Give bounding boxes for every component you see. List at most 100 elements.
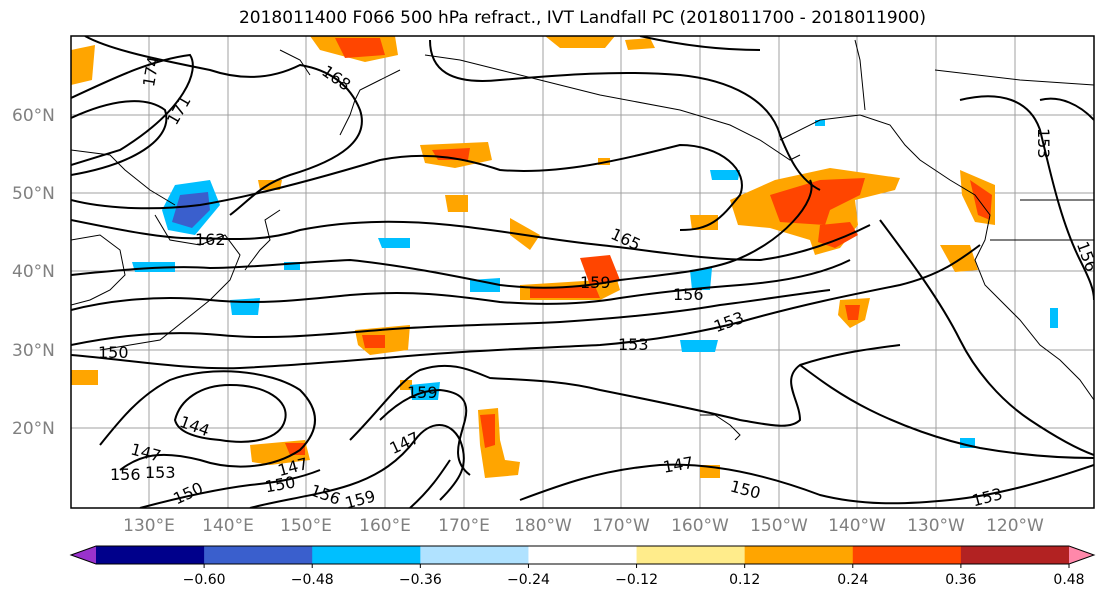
lat-label: 50°N: [12, 184, 55, 204]
colorbar-tick-label: −0.60: [183, 572, 226, 588]
contour-label: 162: [195, 230, 226, 249]
contour-line: [429, 39, 821, 191]
map-title: 2018011400 F066 500 hPa refract., IVT La…: [238, 8, 926, 28]
contour-line: [519, 463, 1094, 505]
shade-patch: [530, 286, 600, 298]
colorbar-extend-low: [71, 546, 96, 564]
lon-label: 170°E: [438, 516, 490, 536]
shade-patch: [815, 120, 825, 126]
contour-line: [349, 344, 901, 441]
contour-line: [71, 219, 871, 262]
colorbar-swatch: [204, 546, 313, 564]
colorbar-swatch: [636, 546, 746, 564]
lat-label: 40°N: [12, 262, 55, 282]
contour-label: 153: [618, 335, 649, 354]
shade-patch: [172, 192, 210, 228]
shade-patch: [1050, 308, 1058, 328]
contour-label: 153: [145, 463, 176, 482]
colorbar-swatch: [852, 546, 962, 564]
contour-label: 153: [1034, 128, 1053, 159]
shade-patch: [580, 255, 620, 285]
lon-label: 150°E: [280, 516, 332, 536]
contour-label: 153: [970, 484, 1004, 510]
contour-line: [71, 143, 743, 231]
contour-line: [84, 36, 363, 216]
colorbar-tick-label: 0.24: [837, 572, 868, 588]
lon-label: 140°W: [828, 516, 886, 536]
colorbar-swatch: [420, 546, 529, 564]
shade-patch: [770, 178, 865, 225]
contour-label: 159: [343, 486, 377, 512]
map-frame: [70, 35, 1095, 509]
contour-line: [71, 179, 813, 289]
colorbar-tick-label: −0.12: [615, 572, 658, 588]
shade-patch: [818, 222, 858, 248]
shade-patch: [480, 414, 495, 448]
colorbar-tick-label: 0.36: [945, 572, 976, 588]
latitude-labels: 60°N 50°N 40°N 30°N 20°N: [12, 106, 55, 439]
lon-label: 160°W: [671, 516, 729, 536]
contour-label: 159: [580, 273, 611, 292]
colorbar-outline: [69, 545, 1096, 565]
lat-label: 20°N: [12, 419, 55, 439]
shade-patch: [71, 370, 98, 385]
contour-line: [99, 370, 316, 471]
colorbar-tick-label: −0.36: [399, 572, 442, 588]
contour-lines: [71, 36, 1094, 508]
contour-label: 150: [98, 343, 129, 362]
colorbar-swatch: [744, 546, 854, 564]
lon-label: 140°E: [202, 516, 254, 536]
lat-label: 60°N: [12, 106, 55, 126]
contour-line: [1039, 97, 1094, 121]
contour-line: [173, 383, 287, 443]
shade-patch: [845, 305, 860, 320]
contour-line: [71, 289, 831, 346]
lon-label: 180°W: [514, 516, 572, 536]
contour-label: 159: [407, 383, 438, 402]
refractivity-shading: [71, 36, 1058, 478]
shade-patch: [335, 38, 385, 58]
contour-line: [639, 36, 761, 51]
shade-patch: [545, 36, 615, 48]
contour-line: [799, 364, 1094, 459]
contour-line: [139, 469, 321, 508]
shade-patch: [445, 195, 468, 212]
colorbar-swatch: [960, 546, 1070, 564]
contour-line: [879, 219, 1094, 456]
contour-line: [379, 388, 471, 476]
colorbar: −0.60 −0.48 −0.36 −0.24 −0.12 0.12 0.24 0.36 0.4…: [69, 545, 1096, 588]
contour-line: [71, 259, 851, 311]
contour-label: 156: [673, 285, 704, 304]
longitude-labels: 130°E 140°E 150°E 160°E 170°E 180°W 170°…: [123, 516, 1044, 536]
colorbar-tick-label: −0.48: [291, 572, 334, 588]
contour-line: [71, 53, 194, 166]
shade-patch: [230, 298, 260, 315]
lon-label: 150°W: [750, 516, 808, 536]
lon-label: 130°W: [907, 516, 965, 536]
contour-line: [409, 459, 451, 508]
shade-patch: [71, 45, 95, 85]
shade-patch: [940, 245, 978, 272]
colorbar-swatch: [528, 546, 638, 564]
colorbar-tick-label: 0.48: [1053, 572, 1084, 588]
shade-patch: [378, 238, 410, 248]
lon-label: 160°E: [359, 516, 411, 536]
contour-line: [71, 100, 168, 176]
shade-patch: [690, 268, 712, 290]
contour-line: [959, 95, 1094, 301]
shade-patch: [710, 170, 740, 180]
shade-patch: [680, 340, 718, 352]
colorbar-tick-label: 0.12: [729, 572, 760, 588]
shade-patch: [362, 335, 385, 348]
contour-line: [249, 424, 465, 508]
coastlines: [71, 39, 1094, 441]
colorbar-swatch: [312, 546, 421, 564]
colorbar-swatch: [96, 546, 205, 564]
contour-label: 156: [110, 465, 141, 484]
shade-patch: [690, 215, 718, 230]
shade-patch: [625, 38, 655, 50]
shade-patch: [285, 443, 305, 455]
lat-label: 30°N: [12, 341, 55, 361]
lon-label: 130°E: [123, 516, 175, 536]
